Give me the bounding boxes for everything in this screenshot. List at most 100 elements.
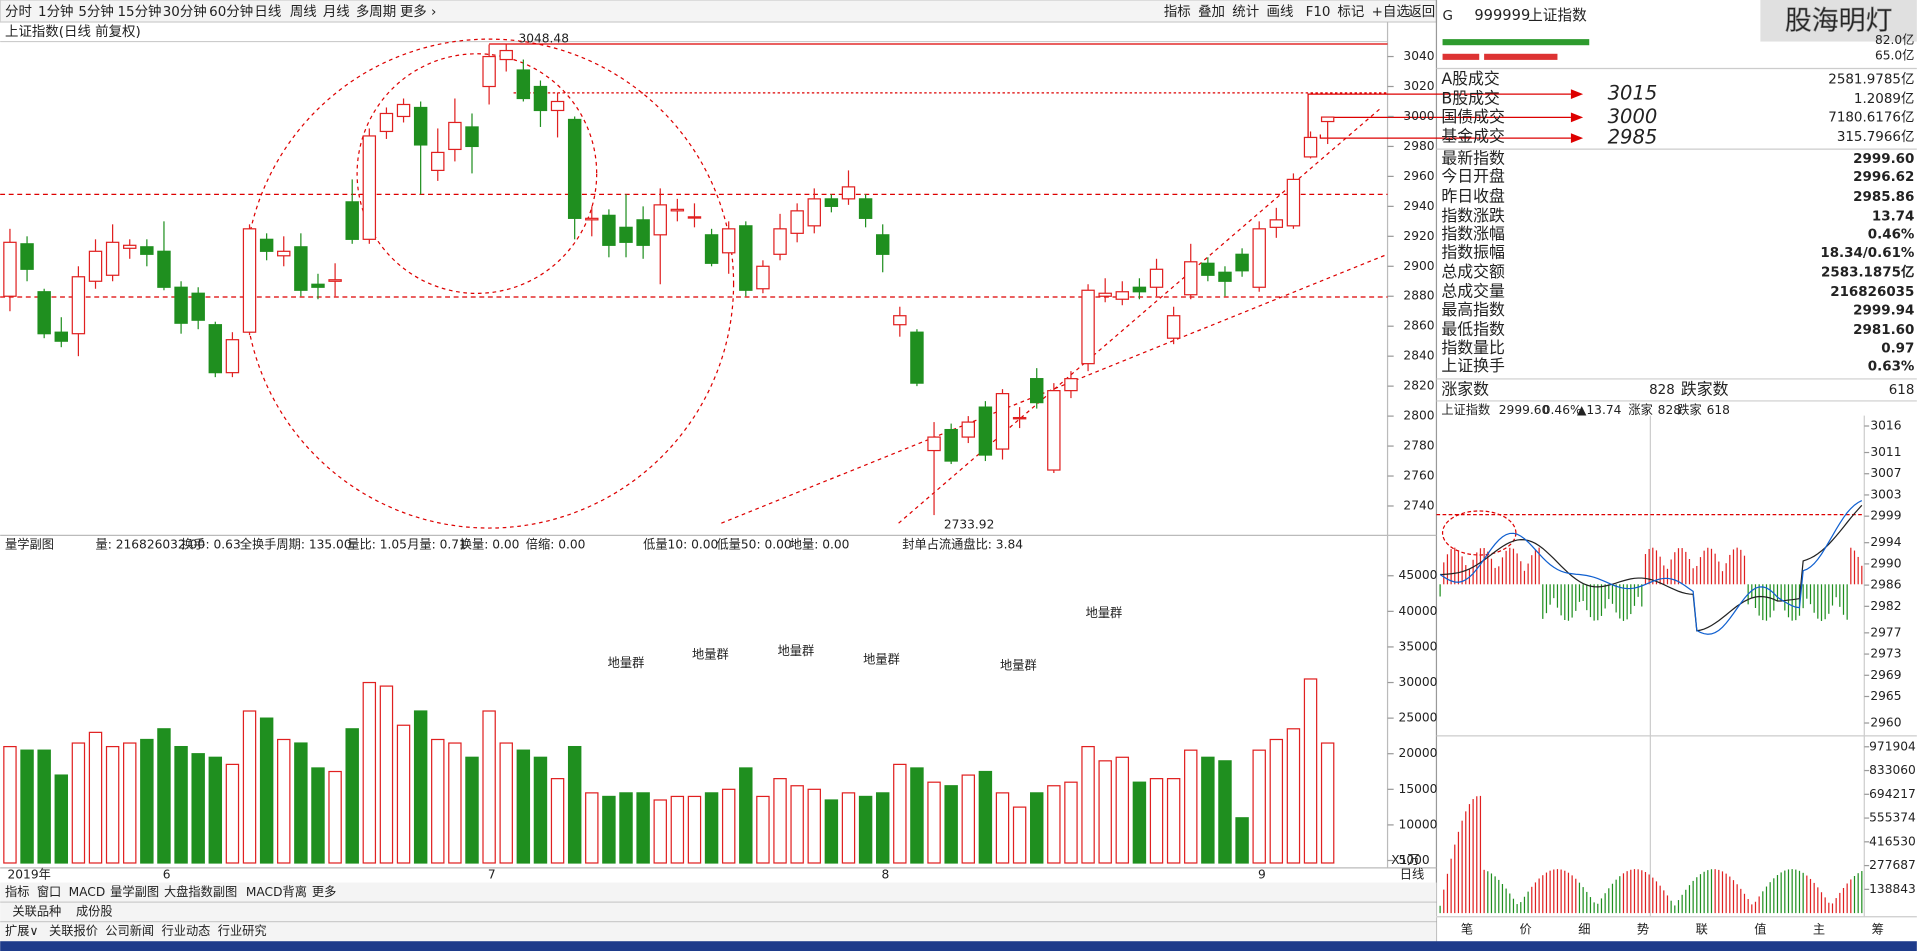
candle-body bbox=[140, 246, 154, 255]
candle-body bbox=[1064, 378, 1078, 392]
volume-bar bbox=[413, 710, 428, 864]
volume-bar bbox=[824, 799, 839, 864]
intraday-header: 涨家 bbox=[1628, 402, 1652, 417]
tool-button: +自选 bbox=[1372, 4, 1410, 20]
volume-bar bbox=[242, 710, 257, 864]
volume-bar bbox=[1166, 778, 1181, 864]
intraday-header: 0.46% bbox=[1543, 403, 1582, 417]
arrow bbox=[1307, 93, 1571, 157]
candle-body bbox=[157, 250, 171, 288]
tab: 更多 bbox=[312, 885, 336, 899]
candle-body bbox=[687, 216, 702, 219]
y-tick-label: 2965 bbox=[1870, 689, 1901, 703]
volume-bar bbox=[1218, 760, 1232, 864]
tab: 成份股 bbox=[76, 904, 113, 918]
y-tick-label: 3020 bbox=[1403, 79, 1434, 93]
tool-button: 画线 bbox=[1267, 4, 1294, 20]
tab: 扩展∨ bbox=[5, 924, 38, 938]
tab: 关联报价 bbox=[49, 923, 98, 938]
volume-bar bbox=[174, 745, 188, 864]
volume-bar bbox=[191, 753, 205, 864]
volume-bar bbox=[978, 770, 993, 864]
y-tick-label: 3040 bbox=[1403, 49, 1434, 63]
volume-bar bbox=[54, 774, 69, 864]
tool-button: 叠加 bbox=[1198, 4, 1225, 20]
date-label: 2019年 bbox=[8, 868, 51, 882]
volume-bar bbox=[636, 792, 650, 864]
volume-bar bbox=[739, 767, 753, 864]
volume-bar bbox=[807, 788, 821, 864]
candle-body bbox=[636, 219, 650, 246]
candle-body bbox=[71, 276, 86, 335]
quote-value: 2581.9785亿 bbox=[1828, 71, 1914, 87]
volume-bar bbox=[927, 781, 941, 864]
tab: 行业动态 bbox=[162, 924, 211, 938]
indicator-item: 地量: 0.00 bbox=[790, 538, 850, 552]
volume-bar bbox=[311, 767, 325, 864]
price-annotation: 3015 bbox=[1608, 82, 1658, 105]
candle-body bbox=[944, 428, 958, 462]
intraday-tab: 主 bbox=[1813, 923, 1825, 937]
candle-body bbox=[3, 241, 17, 297]
intraday-tab: 势 bbox=[1637, 923, 1649, 937]
candle-body bbox=[585, 217, 599, 221]
candle-body bbox=[362, 135, 377, 240]
candle-body bbox=[1286, 178, 1301, 227]
volume-annotation: 地量群 bbox=[692, 648, 729, 662]
period-tab: 15分钟 bbox=[118, 3, 162, 20]
period-tab: 周线 bbox=[290, 4, 317, 20]
volume-bar bbox=[585, 792, 599, 864]
candle-body bbox=[619, 226, 633, 243]
volume-bar bbox=[1303, 678, 1318, 864]
candle-body bbox=[516, 69, 531, 100]
y-tick-label: 2860 bbox=[1403, 319, 1434, 333]
candle-body bbox=[773, 228, 787, 255]
volume-bar bbox=[1012, 806, 1027, 864]
y-tick-label: 40000 bbox=[1399, 604, 1438, 618]
y-tick-label: 2980 bbox=[1403, 139, 1434, 153]
period-tab: 月线 bbox=[323, 4, 350, 20]
quote-value: 2999.94 bbox=[1853, 303, 1914, 318]
y-tick-label: 30000 bbox=[1399, 675, 1438, 689]
bar-indicator bbox=[1484, 53, 1558, 60]
watermark: 股海明灯 bbox=[1785, 6, 1893, 37]
quote-value: 0.63% bbox=[1868, 360, 1915, 375]
candle-body bbox=[961, 421, 976, 438]
candle-body bbox=[602, 214, 616, 246]
quote-label: 上证换手 bbox=[1441, 356, 1505, 375]
volume-bar bbox=[961, 774, 976, 864]
quote-label: 指数振幅 bbox=[1441, 243, 1505, 262]
circle-mark bbox=[1441, 510, 1517, 556]
candle-body bbox=[413, 106, 428, 146]
y-tick-label: 2982 bbox=[1870, 599, 1901, 613]
price-annotation: 2985 bbox=[1608, 126, 1658, 149]
period-tab: 更多 › bbox=[400, 3, 437, 20]
y-tick-label: 5000 bbox=[1399, 853, 1430, 867]
candle-body bbox=[294, 246, 308, 291]
y-tick-label: 2969 bbox=[1870, 668, 1901, 682]
period-tab: 5分钟 bbox=[78, 3, 113, 20]
quote-label: A股成交 bbox=[1441, 69, 1500, 88]
candle-body bbox=[1030, 378, 1044, 404]
bottom-bar bbox=[0, 882, 1437, 951]
candle-body bbox=[20, 243, 34, 270]
candle-body bbox=[1201, 262, 1215, 276]
quote-value: 0.46% bbox=[1868, 228, 1915, 243]
tab: 公司新闻 bbox=[105, 923, 154, 938]
candle-body bbox=[790, 210, 804, 234]
indicator-item: 月量: 0.71 bbox=[407, 538, 467, 552]
candle-body bbox=[1166, 315, 1181, 339]
unit-label: X1万 bbox=[1391, 853, 1419, 867]
quote-label: 最低指数 bbox=[1441, 320, 1505, 339]
volume-bar bbox=[105, 745, 120, 864]
volume-annotation: 地量群 bbox=[778, 644, 815, 658]
y-tick-label: 2840 bbox=[1403, 349, 1434, 363]
candle-body bbox=[893, 315, 907, 326]
y-tick-label: 2986 bbox=[1870, 578, 1901, 592]
candle-body bbox=[807, 198, 821, 227]
quote-label: 指数涨跌 bbox=[1441, 206, 1505, 225]
volume-bar bbox=[721, 788, 736, 864]
indicator-item: 封单占流通盘比: 3.84 bbox=[902, 537, 1023, 552]
